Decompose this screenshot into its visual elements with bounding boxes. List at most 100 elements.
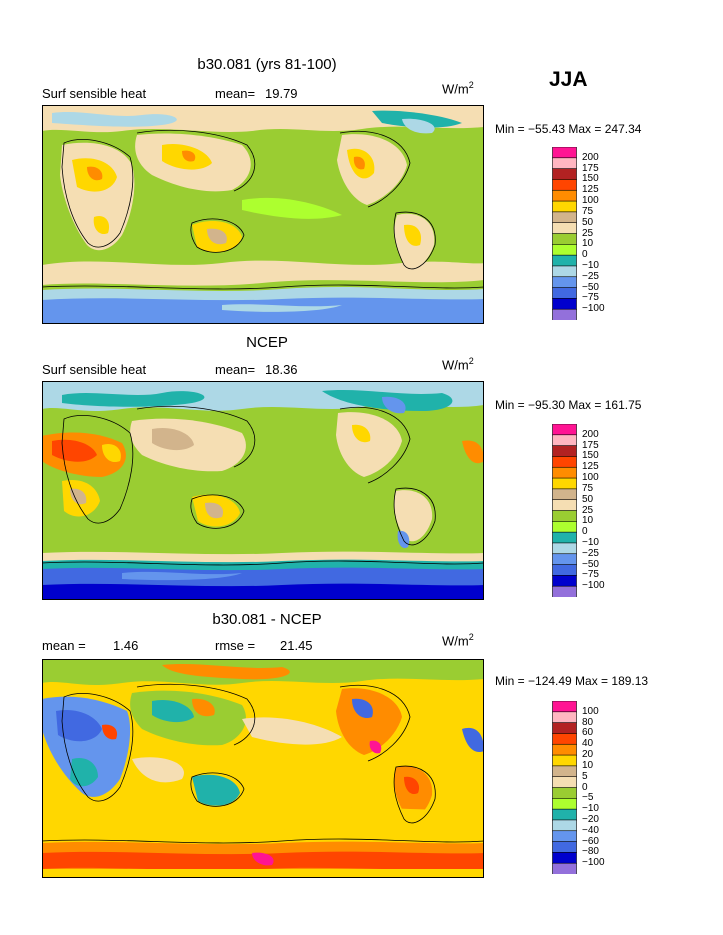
map-region xyxy=(62,391,205,407)
panel-2-colorbar xyxy=(552,424,577,597)
panel-3-mean-value: 1.46 xyxy=(113,638,139,653)
colorbar-tick-label: −75 xyxy=(582,292,599,304)
colorbar-tick-label: 200 xyxy=(582,151,599,163)
colorbar-tick-label: 60 xyxy=(582,727,594,739)
panel-2-map xyxy=(42,381,484,600)
panel-3-rmse-value: 21.45 xyxy=(280,638,313,653)
colorbar-swatch xyxy=(552,733,577,745)
map-region xyxy=(369,740,382,754)
colorbar-tick-label: 0 xyxy=(582,781,588,793)
map-region xyxy=(252,852,274,866)
colorbar-swatch xyxy=(552,424,577,436)
map-region xyxy=(192,698,215,717)
map-region xyxy=(182,150,196,162)
colorbar-tick-label: 80 xyxy=(582,716,594,728)
colorbar-swatch xyxy=(552,445,577,458)
map-region xyxy=(102,724,118,740)
colorbar-swatch xyxy=(552,711,577,724)
map-region xyxy=(42,807,484,833)
colorbar-swatch xyxy=(552,276,577,289)
panel-2-colorbar-labels: 200 175 150 125 100 75 50 25 10 0 −10 −25 −50 −75 −100 xyxy=(582,424,642,597)
panel-3-unit-exp: 2 xyxy=(468,632,474,642)
colorbar-tick-label: 50 xyxy=(582,493,594,505)
colorbar-tick-label: 175 xyxy=(582,439,599,451)
colorbar-tick-label: −40 xyxy=(582,824,599,836)
map-region xyxy=(122,571,242,581)
colorbar-swatch xyxy=(552,254,577,267)
map-region xyxy=(242,197,342,219)
colorbar-swatch xyxy=(552,852,577,864)
panel-3-unit: W/m2 xyxy=(442,632,474,648)
colorbar-tick-label: 25 xyxy=(582,227,594,239)
colorbar-swatch xyxy=(552,157,577,170)
map-region xyxy=(70,488,87,505)
colorbar-swatch xyxy=(552,701,577,713)
panel-3-minmax: Min = −124.49 Max = 189.13 xyxy=(495,674,649,688)
map-region xyxy=(207,228,227,245)
coastline xyxy=(42,683,484,844)
map-region xyxy=(404,776,420,795)
map-region xyxy=(42,260,484,286)
map-region xyxy=(462,727,484,753)
colorbar-swatch xyxy=(552,585,577,597)
panel-1-unit: W/m2 xyxy=(442,80,474,96)
map-region xyxy=(352,424,371,443)
colorbar-tick-label: 200 xyxy=(582,428,599,440)
colorbar-tick-label: −50 xyxy=(582,281,599,293)
colorbar-swatch xyxy=(552,841,577,853)
colorbar-swatch xyxy=(552,477,577,490)
panel-1-unit-base: W/m xyxy=(442,81,469,97)
colorbar-swatch xyxy=(552,189,577,202)
panel-1-mean-label: mean= xyxy=(215,86,256,101)
colorbar-swatch xyxy=(552,531,577,544)
colorbar-tick-label: −50 xyxy=(582,558,599,570)
panel-1-title: b30.081 (yrs 81-100) xyxy=(197,56,337,73)
map-region xyxy=(402,118,435,134)
coastline xyxy=(42,405,484,566)
colorbar-tick-label: 10 xyxy=(582,759,594,771)
colorbar-tick-label: 50 xyxy=(582,216,594,228)
panel-3-unit-base: W/m xyxy=(442,633,469,649)
panel-3-rmse-label: rmse = xyxy=(215,638,256,653)
colorbar-tick-label: 150 xyxy=(582,450,599,462)
map-region xyxy=(462,440,484,464)
colorbar-tick-label: 10 xyxy=(582,238,594,250)
colorbar-swatch xyxy=(552,434,577,447)
colorbar-tick-label: −10 xyxy=(582,259,599,271)
map-frame xyxy=(42,105,484,324)
colorbar-swatch xyxy=(552,456,577,468)
map-region xyxy=(394,490,433,542)
panel-2-unit: W/m2 xyxy=(442,356,474,372)
map-region xyxy=(162,664,290,680)
colorbar-swatch xyxy=(552,211,577,224)
colorbar-swatch xyxy=(552,168,577,181)
map-region xyxy=(132,757,184,783)
colorbar-swatch xyxy=(552,147,577,159)
colorbar-tick-label: −10 xyxy=(582,803,599,815)
colorbar-tick-label: −5 xyxy=(582,792,594,804)
colorbar-tick-label: 5 xyxy=(582,770,588,782)
colorbar-tick-label: 0 xyxy=(582,526,588,538)
colorbar-tick-label: −75 xyxy=(582,569,599,581)
colorbar-tick-label: 100 xyxy=(582,195,599,207)
panel-3-mean-label: mean = xyxy=(42,638,86,653)
map-region xyxy=(87,166,103,181)
colorbar-tick-label: 40 xyxy=(582,738,594,750)
colorbar-tick-label: 125 xyxy=(582,184,599,196)
map-region xyxy=(192,774,240,806)
colorbar-swatch xyxy=(552,510,577,522)
panel-2-mean-label: mean= xyxy=(215,362,256,377)
map-region xyxy=(152,427,194,451)
panel-1-map xyxy=(42,105,484,324)
panel-2-title: NCEP xyxy=(246,334,288,351)
colorbar-tick-label: −80 xyxy=(582,846,599,858)
panel-1-colorbar-labels: 200 175 150 125 100 75 50 25 10 0 −10 −25 −50 −75 −100 xyxy=(582,147,642,320)
colorbar-tick-label: 0 xyxy=(582,249,588,261)
colorbar-tick-label: 125 xyxy=(582,461,599,473)
colorbar-swatch xyxy=(552,200,577,213)
colorbar-tick-label: 100 xyxy=(582,472,599,484)
colorbar-swatch xyxy=(552,233,577,245)
map-region xyxy=(205,502,224,519)
colorbar-swatch xyxy=(552,754,577,767)
colorbar-swatch xyxy=(552,287,577,299)
